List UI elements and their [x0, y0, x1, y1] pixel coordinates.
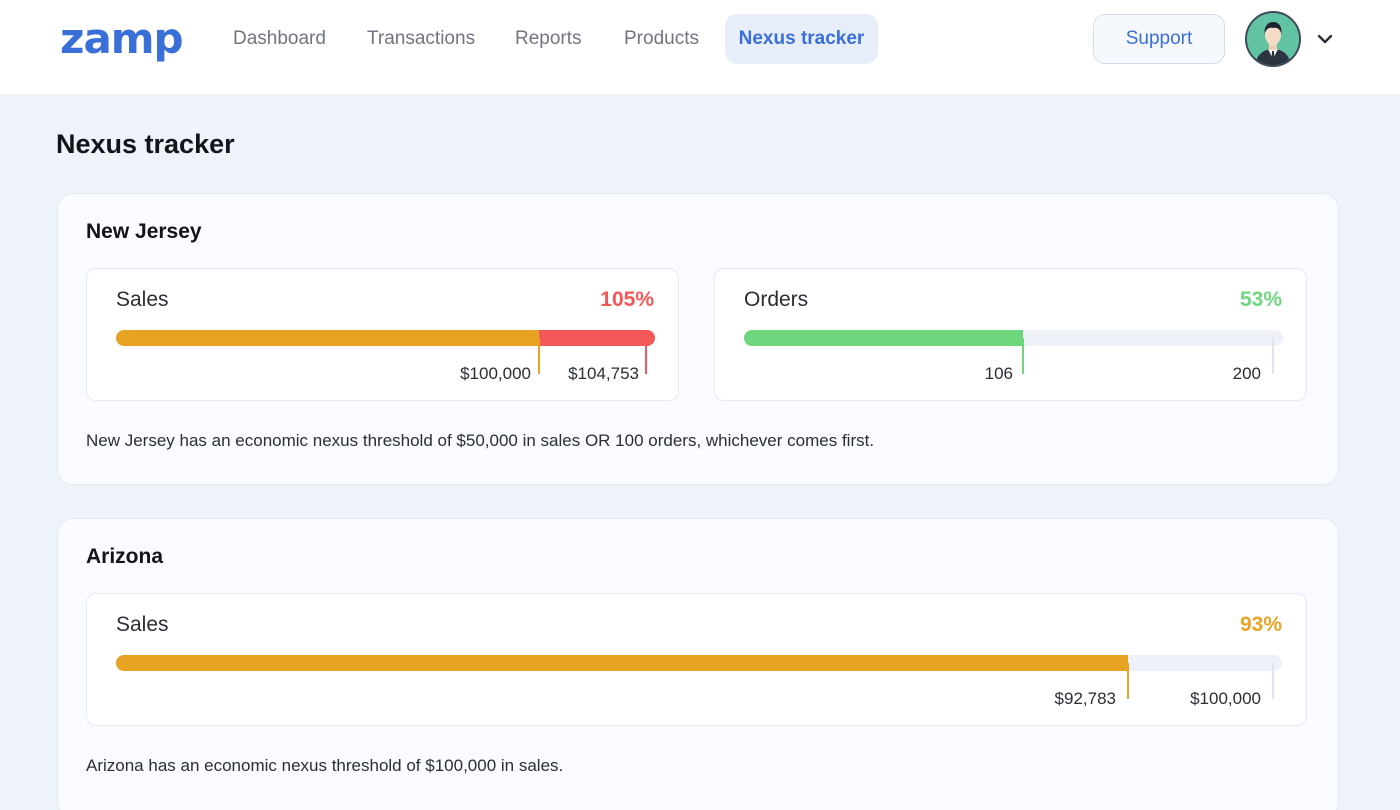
metric-label: Sales — [116, 288, 169, 311]
state-name: Arizona — [86, 545, 164, 568]
chevron-down-icon[interactable] — [1314, 28, 1336, 50]
nav-reports[interactable]: Reports — [515, 28, 582, 49]
orders-percent: 53% — [1239, 288, 1282, 311]
nexus-description: New Jersey has an economic nexus thresho… — [86, 431, 875, 450]
sales-metric-card: Sales 105% $100,000 $104,753 — [86, 268, 679, 401]
nav-products[interactable]: Products — [624, 28, 699, 49]
page-title: Nexus tracker — [56, 129, 235, 159]
sales-fill-over-threshold — [539, 330, 655, 346]
orders-progress-bar — [744, 330, 1283, 346]
threshold-label: $100,000 — [460, 364, 531, 383]
state-name: New Jersey — [86, 220, 202, 243]
nav-transactions[interactable]: Transactions — [367, 28, 476, 49]
value-label: $92,783 — [1054, 689, 1116, 708]
support-button[interactable]: Support — [1093, 14, 1225, 64]
threshold-marker — [1272, 338, 1274, 374]
sales-progress-bar — [116, 655, 1282, 671]
orders-metric-card: Orders 53% 106 200 — [714, 268, 1307, 401]
metric-label: Orders — [744, 288, 809, 311]
nav-dashboard[interactable]: Dashboard — [233, 28, 326, 49]
zamp-logo[interactable]: zamp — [60, 14, 184, 63]
sales-metric-card: Sales 93% $92,783 $100,000 — [86, 593, 1307, 726]
user-avatar-icon[interactable] — [1245, 11, 1301, 67]
state-panel-new-jersey: New Jersey Sales 105% $100,000 $104,753 … — [57, 193, 1339, 485]
sales-fill-under-threshold — [116, 330, 539, 346]
sales-fill — [116, 655, 1128, 671]
top-navigation-bar: zamp Dashboard Transactions Reports Prod… — [0, 0, 1400, 94]
state-panel-arizona: Arizona Sales 93% $92,783 $100,000 Arizo… — [57, 518, 1339, 810]
threshold-label: $100,000 — [1190, 689, 1261, 708]
orders-fill — [744, 330, 1023, 346]
sales-progress-bar — [116, 330, 655, 346]
nexus-description: Arizona has an economic nexus threshold … — [86, 756, 564, 775]
value-marker — [1127, 663, 1129, 699]
value-label: $104,753 — [568, 364, 639, 383]
sales-percent: 93% — [1239, 613, 1282, 636]
metric-label: Sales — [116, 613, 169, 636]
value-marker — [645, 338, 647, 374]
value-label: 106 — [984, 364, 1013, 383]
threshold-marker — [538, 338, 540, 374]
value-marker — [1022, 338, 1024, 374]
nav-nexus-tracker[interactable]: Nexus tracker — [725, 14, 878, 64]
threshold-marker — [1272, 663, 1274, 699]
sales-percent: 105% — [600, 288, 654, 311]
threshold-label: 200 — [1232, 364, 1261, 383]
